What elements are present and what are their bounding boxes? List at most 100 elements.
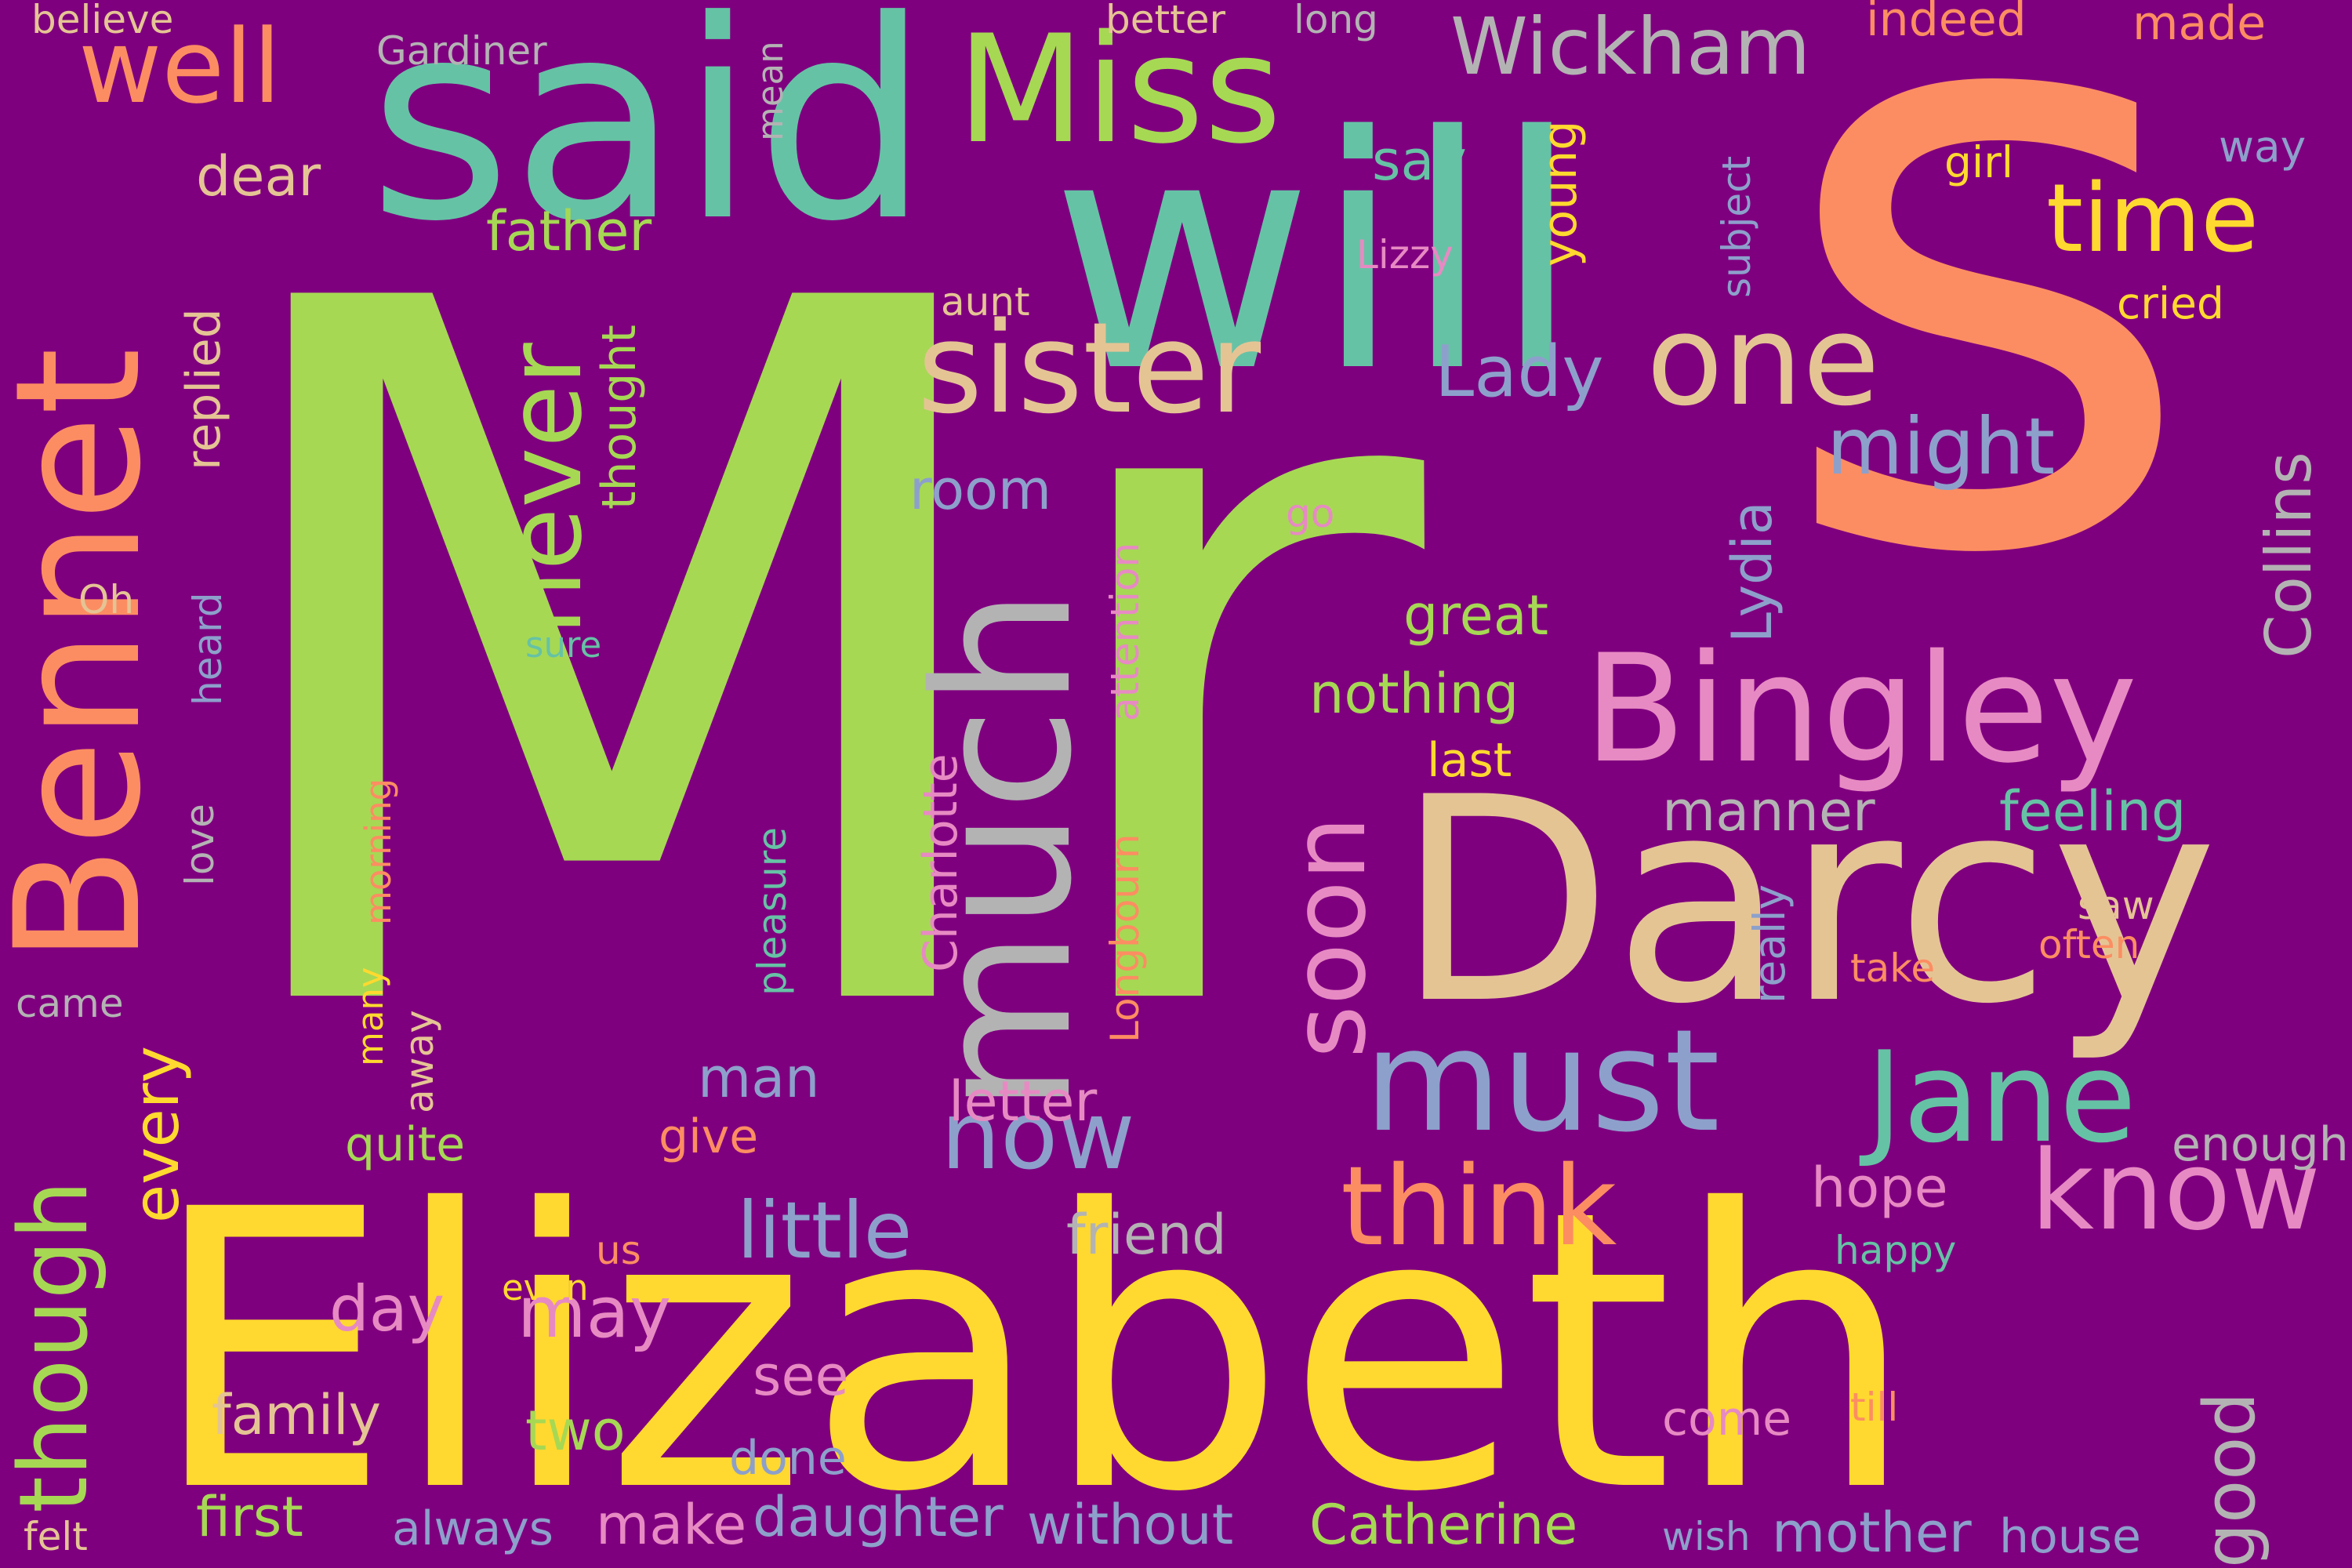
word-every: every xyxy=(120,1045,193,1223)
word-collins: Collins xyxy=(2252,452,2325,659)
word-way: way xyxy=(2219,122,2307,172)
word-mr: Mr xyxy=(196,101,1425,1224)
word-catherine: Catherine xyxy=(1309,1493,1578,1557)
word-really: really xyxy=(1744,884,1795,1004)
word-young: young xyxy=(1533,120,1588,267)
word-heard: heard xyxy=(185,592,230,706)
word-time: time xyxy=(2046,165,2259,274)
word-room: room xyxy=(909,458,1052,522)
word-friend: friend xyxy=(1066,1203,1227,1267)
word-pleasure: pleasure xyxy=(750,827,795,996)
word-often: often xyxy=(2038,922,2140,967)
word-make: make xyxy=(596,1493,747,1557)
word-come: come xyxy=(1662,1392,1792,1446)
word-sister: sister xyxy=(917,295,1261,441)
word-might: might xyxy=(1827,401,2056,492)
word-family: family xyxy=(212,1383,382,1447)
word-give: give xyxy=(659,1109,759,1164)
word-morning: morning xyxy=(358,778,399,925)
word-think: think xyxy=(1341,1143,1617,1271)
word-first: first xyxy=(196,1485,303,1549)
word-mother: mother xyxy=(1772,1501,1972,1565)
word-saw: saw xyxy=(2078,883,2154,928)
word-never: never xyxy=(485,343,604,635)
word-two: two xyxy=(525,1399,626,1463)
word-well: well xyxy=(78,7,281,126)
word-girl: girl xyxy=(1944,137,2014,187)
word-felt: felt xyxy=(24,1514,88,1559)
word-nothing: nothing xyxy=(1309,662,1519,726)
word-bennet: Bennet xyxy=(0,347,179,964)
word-darcy: Darcy xyxy=(1396,737,2218,1065)
word-wickham: Wickham xyxy=(1450,1,1811,93)
word-thought: thought xyxy=(592,325,647,510)
word-till: till xyxy=(1850,1385,1899,1430)
word-must: must xyxy=(1364,1000,1720,1163)
word-without: without xyxy=(1027,1493,1234,1557)
word-aunt: aunt xyxy=(941,279,1030,325)
word-made: made xyxy=(2132,0,2267,51)
word-last: last xyxy=(1427,733,1512,788)
word-oh: Oh xyxy=(78,577,135,622)
word-house: house xyxy=(1999,1509,2141,1564)
word-wish: wish xyxy=(1662,1514,1751,1559)
word-enough: enough xyxy=(2172,1117,2349,1172)
word-bingley: Bingley xyxy=(1584,622,2138,796)
word-sure: sure xyxy=(525,624,602,666)
word-dear: dear xyxy=(196,144,321,209)
word-may: may xyxy=(517,1272,672,1354)
word-said: said xyxy=(368,0,931,281)
word-mean: mean xyxy=(750,41,791,141)
word-subject: subject xyxy=(1714,155,1759,298)
word-lizzy: Lizzy xyxy=(1356,232,1454,278)
word-hope: hope xyxy=(1811,1156,1948,1220)
word-long: long xyxy=(1294,0,1378,42)
word-now: now xyxy=(941,1082,1135,1191)
word-great: great xyxy=(1403,583,1549,648)
word-man: man xyxy=(698,1046,820,1110)
word-one: one xyxy=(1646,287,1880,434)
word-manner: manner xyxy=(1662,779,1875,844)
word-came: came xyxy=(16,981,124,1026)
word-lady: Lady xyxy=(1435,331,1604,413)
word-jane: Jane xyxy=(1866,1024,2137,1171)
word-away: away xyxy=(397,1010,442,1113)
word-see: see xyxy=(753,1344,849,1408)
word-even: even xyxy=(502,1267,589,1308)
word-always: always xyxy=(392,1501,554,1556)
word-go: go xyxy=(1286,491,1335,536)
word-attention: attention xyxy=(1102,542,1148,721)
word-know: know xyxy=(2031,1127,2321,1255)
word-better: better xyxy=(1105,0,1226,42)
word-feeling: feeling xyxy=(1999,779,2187,844)
word-many: many xyxy=(350,967,391,1066)
word-miss: Miss xyxy=(956,3,1282,176)
word-father: father xyxy=(486,199,652,263)
word-will: will xyxy=(1051,67,1582,442)
word-believe: believe xyxy=(31,0,174,42)
word-soon: soon xyxy=(1269,815,1388,1058)
word-daughter: daughter xyxy=(753,1485,1004,1549)
word-done: done xyxy=(729,1431,847,1486)
word-though: though xyxy=(0,1180,109,1513)
word-gardiner: Gardiner xyxy=(376,28,547,74)
word-letter: letter xyxy=(949,1069,1098,1134)
word-s: s xyxy=(1772,0,2201,734)
word-lydia: Lydia xyxy=(1720,501,1784,643)
word-good: good xyxy=(2189,1392,2271,1568)
word-love: love xyxy=(177,804,223,886)
word-quite: quite xyxy=(345,1117,466,1172)
word-us: us xyxy=(596,1228,641,1273)
word-replied: replied xyxy=(176,308,231,470)
word-happy: happy xyxy=(1835,1228,1957,1273)
word-cried: cried xyxy=(2117,278,2224,328)
word-say: say xyxy=(1372,129,1467,193)
word-elizabeth: Elizabeth xyxy=(149,1128,1917,1568)
word-charlotte: Charlotte xyxy=(913,753,968,972)
word-take: take xyxy=(1850,946,1936,991)
word-little: little xyxy=(737,1185,913,1276)
word-longbourn: Longbourn xyxy=(1102,833,1148,1043)
word-day: day xyxy=(329,1272,445,1345)
word-indeed: indeed xyxy=(1866,0,2027,47)
